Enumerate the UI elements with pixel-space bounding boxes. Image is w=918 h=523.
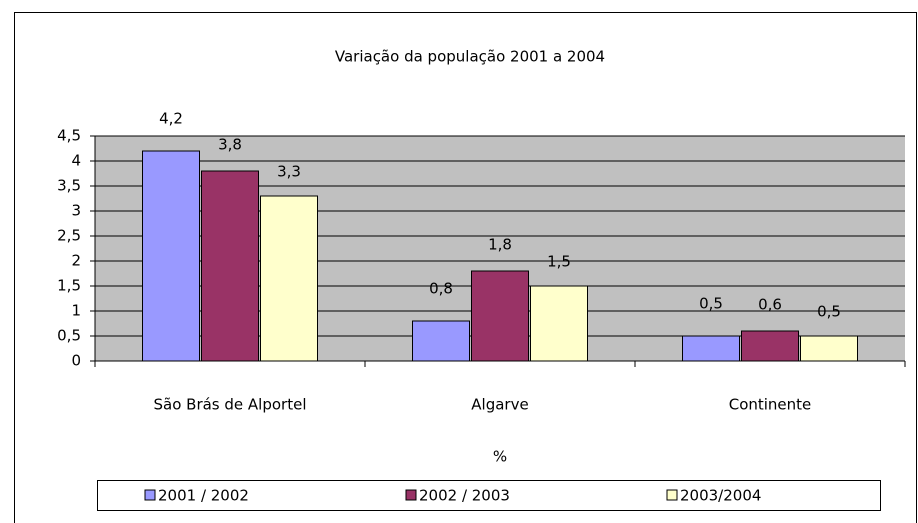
legend-swatch	[666, 489, 678, 501]
legend-swatch	[405, 489, 417, 501]
value-label: 3,3	[277, 163, 301, 181]
chart-title: Variação da população 2001 a 2004	[335, 48, 605, 66]
y-tick-label: 4,5	[57, 127, 81, 145]
legend-box	[97, 480, 881, 511]
bar	[201, 170, 259, 362]
value-label: 3,8	[218, 136, 242, 154]
y-tick-label: 2	[71, 252, 81, 270]
legend-swatch	[144, 489, 156, 501]
x-tick-label: São Brás de Alportel	[154, 396, 307, 414]
value-label: 0,6	[758, 296, 782, 314]
x-tick-label: Continente	[729, 396, 812, 414]
legend-label: 2003/2004	[680, 487, 761, 505]
bar	[530, 285, 588, 362]
value-label: 4,2	[159, 110, 183, 128]
y-tick-label: 3,5	[57, 177, 81, 195]
x-tick-label: Algarve	[471, 396, 528, 414]
legend-label: 2001 / 2002	[158, 487, 249, 505]
y-tick-label: 0	[71, 352, 81, 370]
bar	[412, 320, 470, 362]
bar	[260, 195, 318, 362]
bar	[471, 270, 529, 362]
bar	[741, 330, 799, 362]
bar	[800, 335, 858, 362]
y-tick-label: 1	[71, 302, 81, 320]
value-label: 0,5	[699, 295, 723, 313]
y-tick-label: 2,5	[57, 227, 81, 245]
y-tick-label: 1,5	[57, 277, 81, 295]
bar	[682, 335, 740, 362]
value-label: 0,8	[429, 280, 453, 298]
y-tick-label: 3	[71, 202, 81, 220]
legend-label: 2002 / 2003	[419, 487, 510, 505]
value-label: 1,5	[547, 253, 571, 271]
y-tick-label: 0,5	[57, 327, 81, 345]
value-label: 1,8	[488, 236, 512, 254]
value-label: 0,5	[817, 303, 841, 321]
y-tick-label: 4	[71, 152, 81, 170]
x-axis-label: %	[493, 448, 507, 466]
bar	[142, 150, 200, 362]
